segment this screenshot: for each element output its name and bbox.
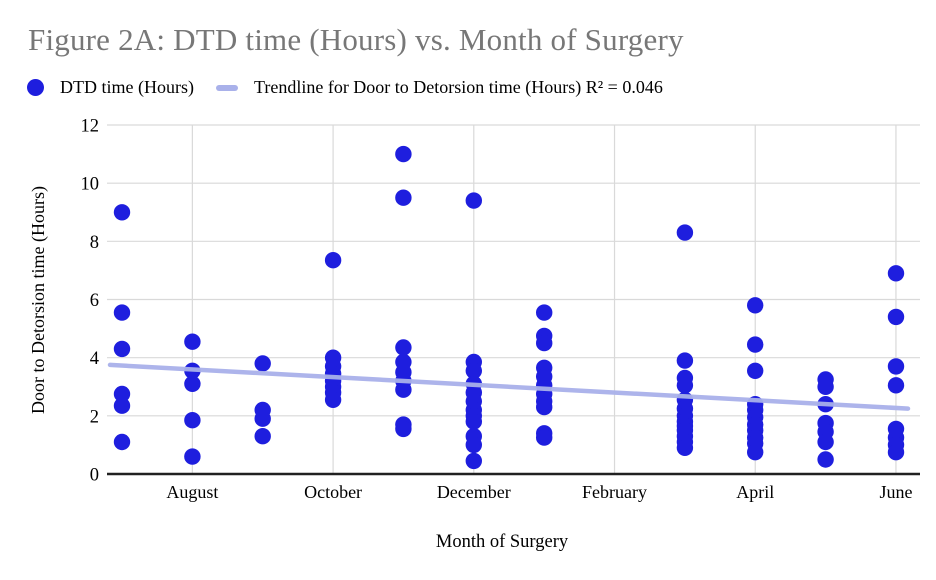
data-point <box>536 334 553 352</box>
data-point <box>747 444 764 461</box>
x-tick-label: June <box>879 482 912 502</box>
data-point <box>887 358 905 375</box>
legend-series-label: DTD time (Hours) <box>60 77 194 97</box>
trendline-swatch-icon <box>215 84 238 91</box>
legend-item-series: DTD time (Hours) <box>27 77 194 98</box>
legend-item-trendline: Trendline for Door to Detorsion time (Ho… <box>215 77 663 98</box>
data-point <box>324 391 342 408</box>
data-point <box>395 189 412 206</box>
legend-trendline-label: Trendline for Door to Detorsion time (Ho… <box>253 77 663 97</box>
data-point <box>113 304 131 321</box>
data-point <box>324 252 342 269</box>
trendline <box>107 362 911 411</box>
data-point <box>184 448 201 465</box>
data-point <box>676 439 694 456</box>
data-point <box>887 377 905 394</box>
data-point <box>113 204 131 221</box>
data-point <box>113 397 131 414</box>
y-tick-label: 12 <box>81 117 100 137</box>
data-point <box>887 265 905 282</box>
x-tick-label: August <box>166 482 218 502</box>
data-point <box>395 145 412 163</box>
x-tick-label: October <box>304 482 362 502</box>
x-tick-label: April <box>736 482 774 502</box>
x-tick-label: February <box>582 482 647 502</box>
y-tick-label: 6 <box>90 291 99 311</box>
data-point <box>113 385 131 403</box>
data-point <box>465 452 482 470</box>
data-point <box>184 333 201 350</box>
data-point <box>817 378 834 395</box>
y-tick-label: 8 <box>90 233 99 253</box>
data-point <box>536 304 553 321</box>
y-axis-title: Door to Detorsion time (Hours) <box>28 186 49 414</box>
data-point <box>113 340 131 358</box>
data-point <box>747 336 764 353</box>
data-point <box>747 362 764 379</box>
data-point <box>395 381 412 398</box>
data-point <box>817 433 834 451</box>
data-point <box>465 436 482 454</box>
chart-title: Figure 2A: DTD time (Hours) vs. Month of… <box>28 22 684 57</box>
chart-legend: DTD time (Hours) Trendline for Door to D… <box>27 77 663 98</box>
x-tick-label: December <box>437 482 511 502</box>
data-point <box>113 433 131 451</box>
x-axis-title: Month of Surgery <box>436 532 569 552</box>
series-dot-icon <box>27 79 44 96</box>
data-point <box>465 192 482 209</box>
y-tick-label: 10 <box>81 175 100 195</box>
data-point <box>887 444 905 461</box>
data-point <box>395 420 412 438</box>
data-point <box>254 410 271 427</box>
data-point <box>676 224 694 241</box>
data-point <box>395 339 412 356</box>
y-tick-label: 4 <box>90 349 99 369</box>
data-point <box>465 362 482 379</box>
data-point <box>676 377 694 394</box>
data-point <box>254 428 271 445</box>
data-point <box>254 355 271 372</box>
data-point <box>747 297 764 314</box>
data-point <box>676 352 694 369</box>
y-tick-label: 2 <box>90 407 99 427</box>
data-point <box>184 412 201 429</box>
data-point <box>465 413 482 430</box>
data-point <box>184 375 201 392</box>
data-point <box>887 308 905 326</box>
data-point <box>817 451 834 468</box>
data-point <box>536 429 553 446</box>
y-tick-label: 0 <box>90 466 99 486</box>
data-point <box>536 398 553 416</box>
